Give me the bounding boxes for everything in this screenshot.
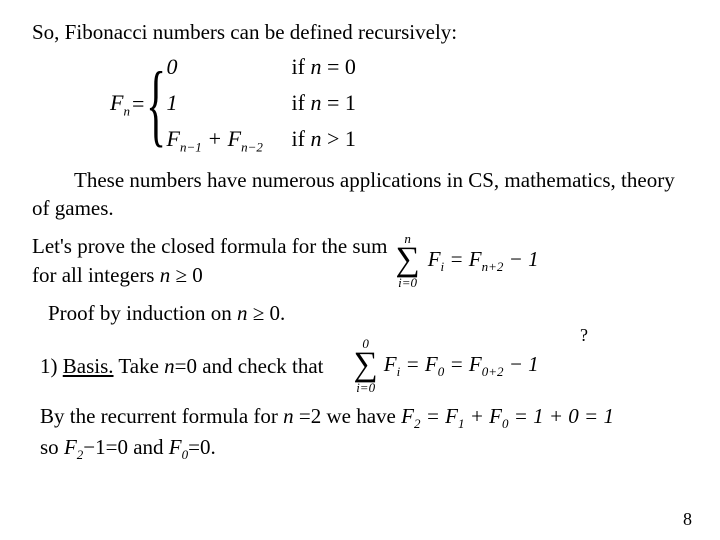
applications-paragraph: These numbers have numerous applications… [32, 166, 688, 223]
basis-text-b: =0 and check that [175, 354, 324, 378]
sum-lower: i=0 [398, 276, 417, 289]
case-condition: if n > 1 [292, 124, 356, 156]
case-row: Fn−1 + Fn−2if n > 1 [167, 124, 356, 156]
closed-text-var: n [160, 263, 171, 287]
case-value: 1 [167, 88, 292, 118]
piecewise-lhs: Fn [110, 88, 132, 120]
case-condition: if n = 0 [292, 52, 356, 82]
proof-intro-var: n [237, 301, 248, 325]
proof-intro-b: ≥ 0. [248, 301, 286, 325]
sum-symbol-basis: 0 ∑ i=0 [354, 337, 378, 394]
case-row: 0if n = 0 [167, 52, 356, 82]
recurrent-var: n [283, 404, 294, 428]
sigma-icon: ∑ [395, 245, 419, 276]
closed-formula-line: Let's prove the closed formula for the s… [32, 232, 688, 289]
proof-intro: Proof by induction on n ≥ 0. [48, 299, 688, 327]
closed-text-1: Let's prove the closed formula for the s… [32, 232, 387, 260]
basis-word: Basis. [63, 354, 114, 378]
intro-line: So, Fibonacci numbers can be defined rec… [32, 18, 688, 46]
recurrent-2a: so [40, 435, 64, 459]
recurrent-mid: −1=0 and [83, 435, 169, 459]
left-brace-icon: { [147, 65, 167, 143]
sigma-icon: ∑ [354, 350, 378, 381]
recurrent-end: =0. [188, 435, 216, 459]
cases-column: 0if n = 01if n = 1Fn−1 + Fn−2if n > 1 [167, 52, 356, 155]
recurrent-f0: F0 [169, 435, 188, 459]
sum-symbol-main: n ∑ i=0 [395, 232, 419, 289]
equals-sign: = [132, 89, 144, 119]
closed-text-2: for all integers n ≥ 0 [32, 261, 387, 289]
basis-label-num: 1) [40, 354, 63, 378]
question-mark: ? [580, 323, 588, 347]
basis-line: 1) Basis. Take n=0 and check that 0 ∑ i=… [40, 337, 688, 394]
case-condition: if n = 1 [292, 88, 356, 118]
page-number: 8 [683, 509, 692, 530]
recurrent-1a: By the recurrent formula for [40, 404, 283, 428]
basis-text-var: n [164, 354, 175, 378]
closed-text-2b: ≥ 0 [170, 263, 203, 287]
basis-sum-body: Fi = F0 = F0+2 − 1 [384, 350, 539, 381]
case-value: Fn−1 + Fn−2 [167, 124, 292, 156]
recurrent-f2-1: F2 [64, 435, 83, 459]
recurrent-formula: F2 = F1 + F0 = 1 + 0 = 1 [401, 404, 614, 428]
sum-body-main: Fi = Fn+2 − 1 [428, 245, 539, 276]
closed-text-2a: for all integers [32, 263, 160, 287]
recurrent-1b: =2 we have [294, 404, 401, 428]
recurrent-paragraph: By the recurrent formula for n =2 we hav… [40, 402, 688, 463]
basis-text-a: Take [114, 354, 165, 378]
piecewise-definition: Fn = { 0if n = 01if n = 1Fn−1 + Fn−2if n… [110, 52, 688, 155]
proof-intro-a: Proof by induction on [48, 301, 237, 325]
basis-sum-lower: i=0 [356, 381, 375, 394]
case-row: 1if n = 1 [167, 88, 356, 118]
lhs-sub: n [123, 103, 130, 118]
lhs-F: F [110, 90, 123, 115]
case-value: 0 [167, 52, 292, 82]
